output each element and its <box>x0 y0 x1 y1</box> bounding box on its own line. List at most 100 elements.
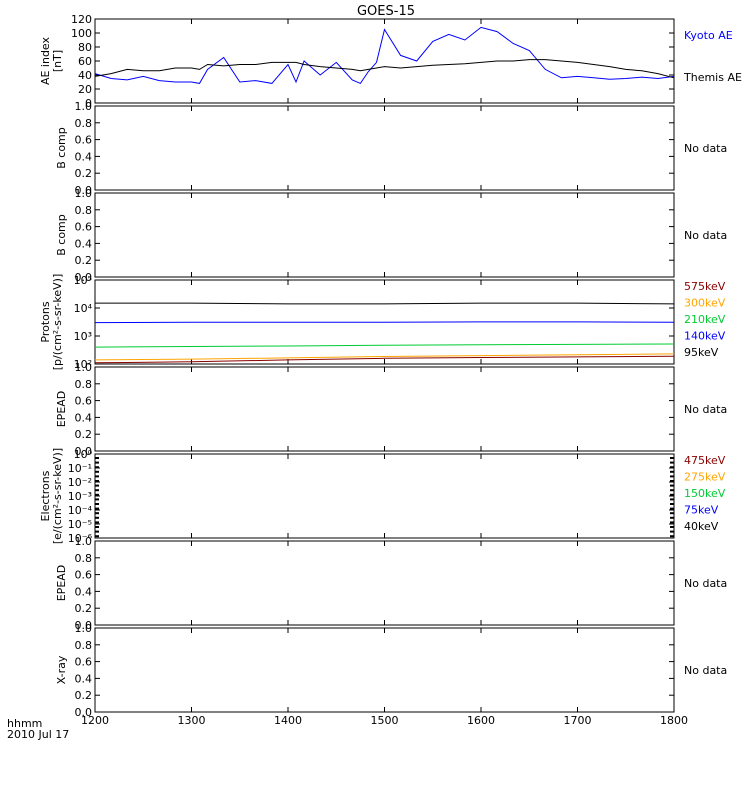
panel-frame <box>94 105 675 191</box>
y-tick-label: 0.4 <box>75 585 93 598</box>
y-axis-label: EPEAD <box>55 565 68 602</box>
x-tick-label: 1500 <box>371 714 399 727</box>
y-tick-label: 0.8 <box>75 639 93 652</box>
legend-label: 275keV <box>684 471 726 484</box>
y-tick-label: 0.4 <box>75 150 93 163</box>
panel-b2: 0.0 0.2 0.4 0.6 0.8 1.0 B comp No data <box>55 187 727 284</box>
legend-label: 40keV <box>684 520 719 533</box>
panel-frame <box>94 192 675 278</box>
no-data-label: No data <box>684 577 727 590</box>
y-tick-label: 1.0 <box>75 622 93 635</box>
panel-protons: 10² 10³ 10⁴ 10⁵ Protons [p/(cm²-s-sr-keV)] 575… <box>39 274 726 371</box>
series-line-300keV <box>94 353 675 361</box>
y-tick-label: 10⁻³ <box>68 490 92 503</box>
y-tick-label: 0.2 <box>75 254 93 267</box>
y-tick-label: 80 <box>78 41 92 54</box>
y-tick-label: 0.6 <box>75 569 93 582</box>
legend-label: 150keV <box>684 487 726 500</box>
y-tick-label: 0.8 <box>75 378 93 391</box>
x-tick-label: 1300 <box>178 714 206 727</box>
y-tick-label: 10⁻⁴ <box>68 504 93 517</box>
legend-label: Themis AE <box>683 71 742 84</box>
y-tick-label: 1.0 <box>75 361 93 374</box>
y-tick-label: 0.6 <box>75 221 93 234</box>
y-tick-label: 0 <box>85 97 92 110</box>
legend-label: 75keV <box>684 504 719 517</box>
y-tick-label: 20 <box>78 83 92 96</box>
y-tick-label: 1.0 <box>75 100 93 113</box>
y-tick-label: 0.6 <box>75 656 93 669</box>
y-tick-label: 10³ <box>74 330 92 343</box>
y-tick-label: 0.0 <box>75 706 93 719</box>
y-axis-label: [nT] <box>51 50 64 72</box>
panel-frame <box>94 453 675 539</box>
y-axis-label: X-ray <box>55 655 68 684</box>
y-tick-label: 10² <box>74 358 92 371</box>
series-line-140keV <box>94 321 675 324</box>
y-tick-label: 40 <box>78 69 92 82</box>
y-tick-label: 10⁴ <box>74 302 93 315</box>
y-tick-label: 0.4 <box>75 237 93 250</box>
y-tick-label: 0.2 <box>75 167 93 180</box>
panel-frame <box>94 540 675 626</box>
y-tick-label: 0.8 <box>75 204 93 217</box>
y-tick-label: 10⁻² <box>68 476 92 489</box>
y-tick-label: 10⁻⁶ <box>68 532 93 545</box>
legend-label: 210keV <box>684 313 726 326</box>
panel-frame <box>94 366 675 452</box>
y-tick-label: 1.0 <box>75 535 93 548</box>
series-line-themis-ae <box>94 59 675 79</box>
legend-label: 575keV <box>684 280 726 293</box>
y-tick-label: 0.8 <box>75 552 93 565</box>
panel-b1: 0.0 0.2 0.4 0.6 0.8 1.0 B comp No data <box>55 100 727 197</box>
legend-label: Kyoto AE <box>684 29 733 42</box>
y-tick-label: 0.6 <box>75 134 93 147</box>
panel-frame <box>94 627 675 713</box>
y-axis-label: Protons <box>39 301 52 342</box>
no-data-label: No data <box>684 403 727 416</box>
y-tick-label: 10⁵ <box>74 274 92 287</box>
x-tick-label: 1200 <box>81 714 109 727</box>
x-tick-label: 1700 <box>564 714 592 727</box>
y-tick-label: 0.8 <box>75 117 93 130</box>
y-axis-label: B comp <box>55 214 68 256</box>
y-tick-label: 0.6 <box>75 395 93 408</box>
y-axis-label: EPEAD <box>55 391 68 428</box>
series-line-kyoto-ae <box>94 26 675 85</box>
legend-label: 95keV <box>684 346 719 359</box>
series-line-95keV <box>95 302 675 305</box>
legend-label: 475keV <box>684 454 726 467</box>
y-tick-label: 1.0 <box>75 187 93 200</box>
legend-label: 140keV <box>684 330 726 343</box>
y-tick-label: 0.2 <box>75 689 93 702</box>
x-tick-label: 1400 <box>274 714 302 727</box>
y-tick-label: 10⁻⁵ <box>68 518 92 531</box>
date-label: 2010 Jul 17 <box>7 728 69 741</box>
time-axis-label: hhmm <box>7 717 42 730</box>
plot-title: GOES-15 <box>357 4 415 19</box>
y-tick-label: 0.0 <box>75 271 93 284</box>
x-tick-label: 1800 <box>660 714 688 727</box>
y-tick-label: 0.0 <box>75 184 93 197</box>
x-tick-label: 1600 <box>467 714 495 727</box>
y-tick-label: 0.4 <box>75 411 93 424</box>
legend-label: 300keV <box>684 297 726 310</box>
panel-epead1: 0.0 0.2 0.4 0.6 0.8 1.0 EPEAD No data <box>55 361 727 458</box>
y-tick-label: 0.2 <box>75 428 93 441</box>
series-line-210keV <box>94 343 675 348</box>
y-tick-label: 10⁰ <box>74 448 93 461</box>
panel-xray: 0.0 0.2 0.4 0.6 0.8 1.0 X-ray No data <box>55 622 727 719</box>
y-tick-label: 0.0 <box>75 445 93 458</box>
y-axis-label: [p/(cm²-s-sr-keV)] <box>51 274 64 371</box>
y-axis-label: Electrons <box>39 470 52 521</box>
y-tick-label: 10⁻¹ <box>68 462 92 475</box>
no-data-label: No data <box>684 664 727 677</box>
y-tick-label: 60 <box>78 55 92 68</box>
panel-epead2: 0.0 0.2 0.4 0.6 0.8 1.0 EPEAD No data <box>55 535 727 632</box>
y-tick-label: 0.4 <box>75 672 93 685</box>
y-tick-label: 120 <box>71 13 92 26</box>
